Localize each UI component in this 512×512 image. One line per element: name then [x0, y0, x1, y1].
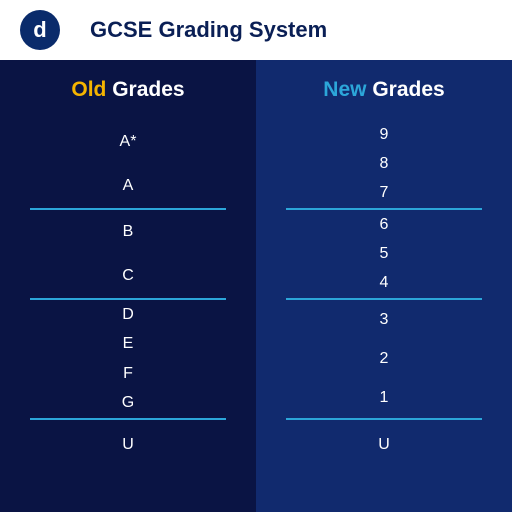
new-sections: 9 8 7 6 5 4 3 2 1 U: [256, 120, 512, 470]
logo-letter: d: [33, 17, 46, 43]
new-grades-column: New Grades 9 8 7 6 5 4 3 2 1 U: [256, 60, 512, 512]
new-grade: 1: [380, 389, 389, 407]
new-grade: 5: [380, 245, 389, 263]
new-grade: 2: [380, 350, 389, 368]
new-accent-word: New: [323, 78, 366, 101]
old-rest: Grades: [106, 78, 184, 101]
old-grade: F: [123, 365, 133, 383]
old-section: BC: [0, 210, 256, 298]
new-section: U: [256, 420, 512, 470]
new-grade: 6: [380, 216, 389, 234]
new-grade: 7: [380, 184, 389, 202]
old-accent-word: Old: [71, 78, 106, 101]
new-grade: 8: [380, 155, 389, 173]
page-title: GCSE Grading System: [90, 17, 327, 43]
old-grade: E: [123, 335, 134, 353]
old-section: A* A: [0, 120, 256, 208]
new-grade: U: [378, 436, 390, 454]
old-grade: C: [122, 267, 134, 285]
new-grade: 9: [380, 126, 389, 144]
old-grade: B: [123, 223, 134, 241]
new-grade: 4: [380, 274, 389, 292]
old-grade: A: [123, 177, 134, 195]
new-section: 3 2 1: [256, 300, 512, 418]
new-grade: 3: [380, 311, 389, 329]
old-section: U: [0, 420, 256, 470]
new-grades-header: New Grades: [256, 78, 512, 102]
header: d GCSE Grading System: [0, 0, 512, 60]
old-grades-column: Old Grades A*ABCDEFGU: [0, 60, 256, 512]
old-section: DEFG: [0, 300, 256, 418]
old-sections: A*ABCDEFGU: [0, 120, 256, 470]
new-section: 6 5 4: [256, 210, 512, 298]
old-grade: G: [122, 394, 134, 412]
old-grade: D: [122, 306, 134, 324]
old-grade: A*: [120, 133, 137, 151]
old-grade: U: [122, 436, 134, 454]
logo-badge: d: [20, 10, 60, 50]
new-section: 9 8 7: [256, 120, 512, 208]
new-rest: Grades: [366, 78, 444, 101]
old-grades-header: Old Grades: [0, 78, 256, 102]
comparison-body: Old Grades A*ABCDEFGU New Grades 9876543…: [0, 60, 512, 512]
